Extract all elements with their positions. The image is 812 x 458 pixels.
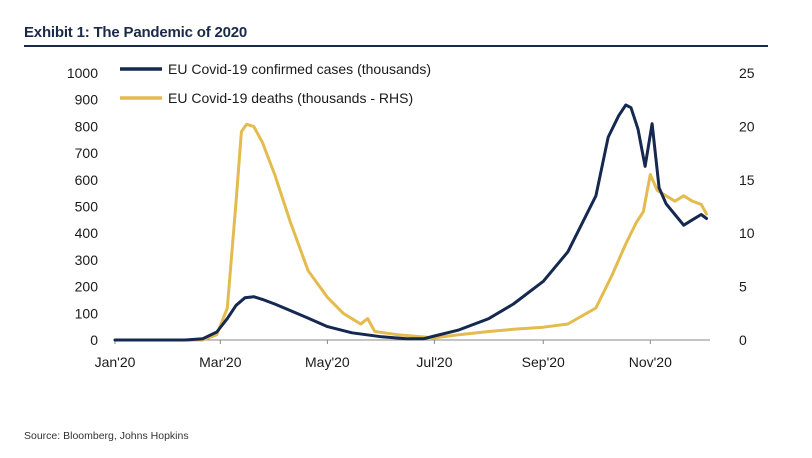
legend-label-cases: EU Covid-19 confirmed cases (thousands) [168,61,431,77]
source-note: Source: Bloomberg, Johns Hopkins [24,430,189,442]
x-tick-label: Jul'20 [416,354,452,370]
x-tick-label: Jan'20 [95,354,136,370]
x-tick-label: May'20 [305,354,350,370]
title-rule [24,45,768,47]
y-tick-left: 700 [75,145,99,161]
y-tick-right: 5 [739,279,747,295]
exhibit-title: Exhibit 1: The Pandemic of 2020 [24,24,248,41]
y-tick-left: 500 [75,199,99,215]
axes: 0 100 200 300 400 500 600 700 800 900 1000 0 5 10 15 20… [67,65,755,370]
x-tick-label: Nov'20 [629,354,672,370]
chart: 0 100 200 300 400 500 600 700 800 900 1000 0 5 10 15 20… [67,61,755,370]
y-tick-right: 25 [739,65,755,81]
y-tick-left: 900 [75,92,99,108]
y-tick-right: 10 [739,225,755,241]
y-tick-right: 15 [739,172,755,188]
y-tick-left: 400 [75,225,99,241]
legend-label-deaths: EU Covid-19 deaths (thousands - RHS) [168,90,413,106]
y-tick-left: 0 [90,332,98,348]
x-tick-label: Mar'20 [199,354,242,370]
cases-series-line [113,103,708,342]
y-tick-left: 800 [75,118,99,134]
y-tick-left: 1000 [67,65,98,81]
legend: EU Covid-19 confirmed cases (thousands) E… [120,61,431,106]
y-tick-left: 600 [75,172,99,188]
y-tick-right: 0 [739,332,747,348]
y-tick-right: 20 [739,118,755,134]
y-tick-left: 100 [75,305,99,321]
series-layer [113,103,708,342]
y-tick-left: 200 [75,279,99,295]
y-tick-left: 300 [75,252,99,268]
x-tick-label: Sep'20 [522,354,565,370]
deaths-series-line [113,122,708,342]
